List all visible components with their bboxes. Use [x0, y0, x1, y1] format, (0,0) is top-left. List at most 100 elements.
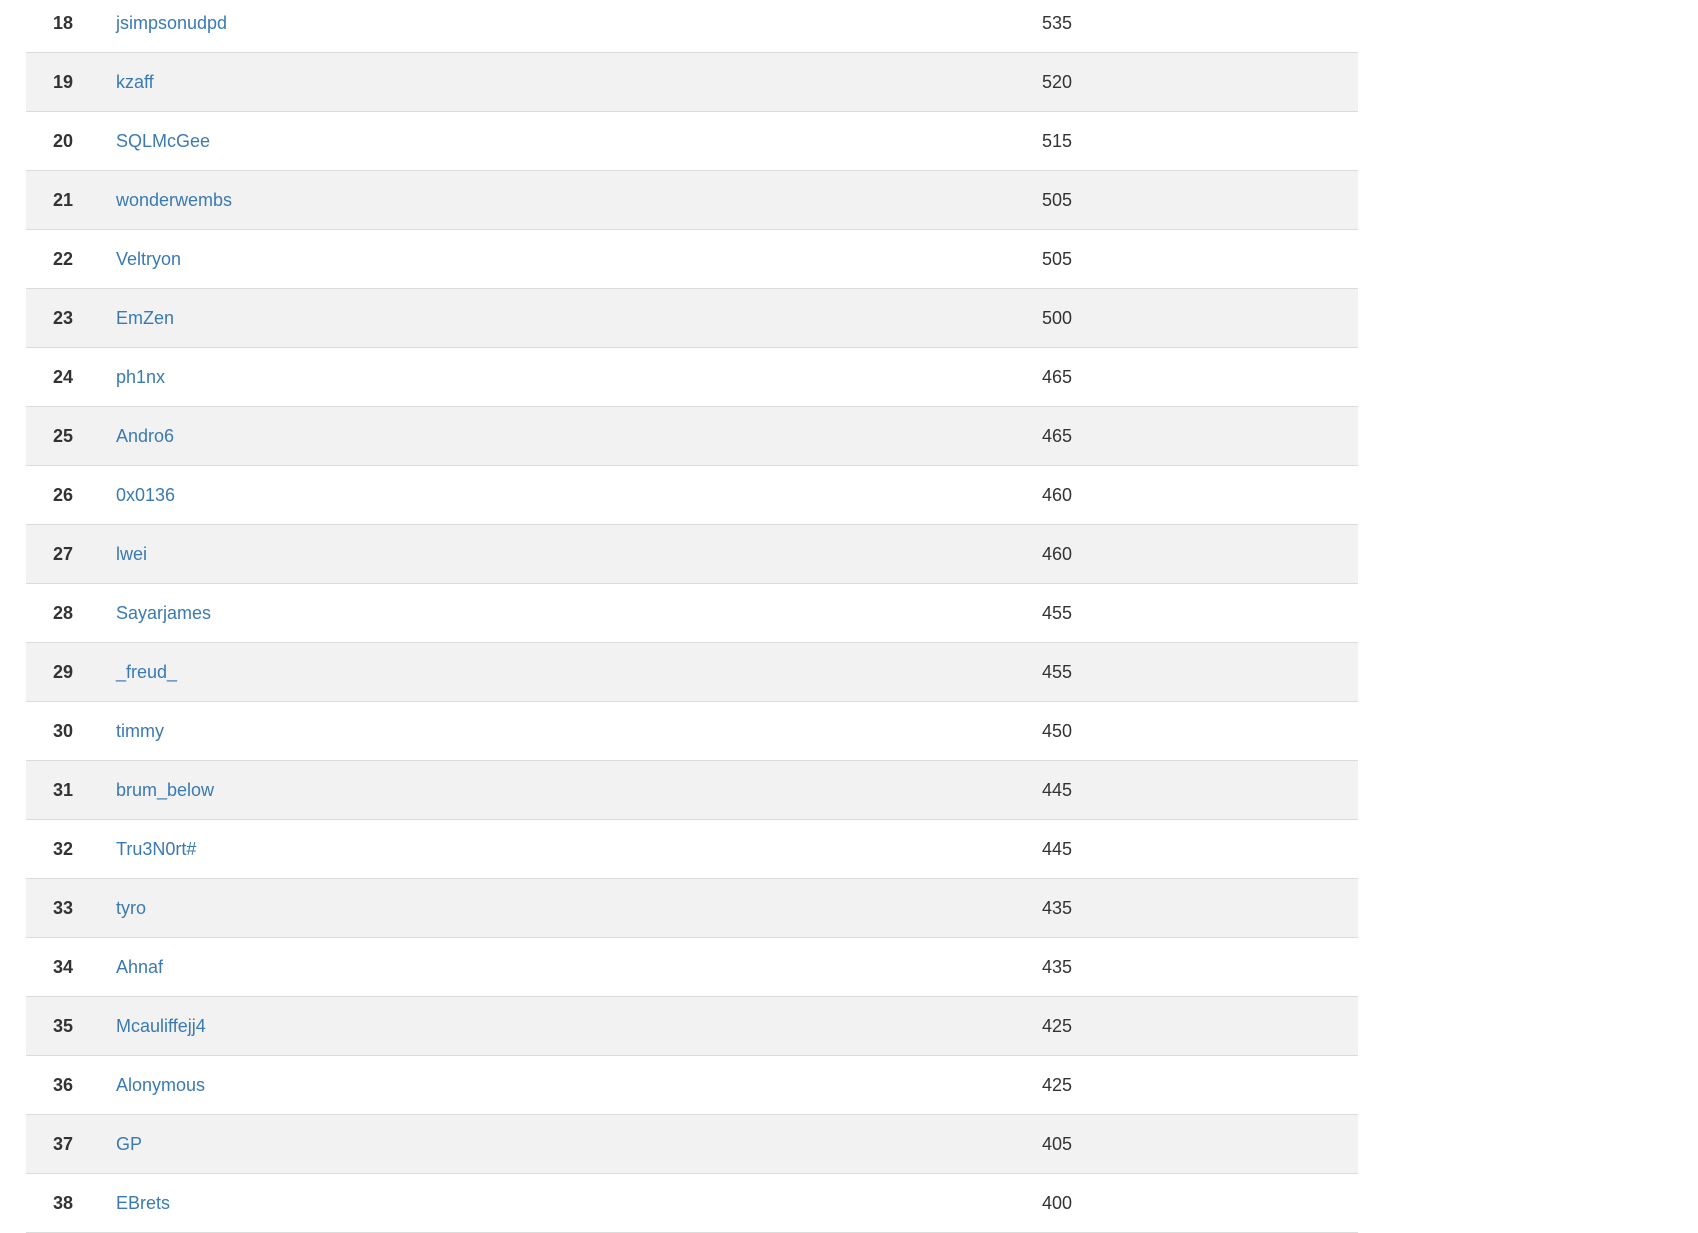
- score-cell: 500: [1042, 307, 1073, 328]
- user-link[interactable]: lwei: [116, 543, 148, 564]
- score-cell: 435: [1042, 897, 1073, 918]
- table-row: 30 timmy 450: [26, 702, 1358, 761]
- rank-cell: 28: [52, 602, 74, 623]
- user-link[interactable]: brum_below: [116, 779, 215, 800]
- table-row: 33 tyro 435: [26, 879, 1358, 938]
- name-cell: kzaff: [100, 72, 1042, 93]
- score-cell: 450: [1042, 720, 1073, 741]
- name-cell: Alonymous: [100, 1075, 1042, 1096]
- scoreboard-table: 18 jsimpsonudpd 535 19 kzaff 520 20 SQLMcG…: [26, 0, 1358, 1233]
- score-cell: 425: [1042, 1074, 1073, 1095]
- table-row: 20 SQLMcGee 515: [26, 112, 1358, 171]
- name-cell: SQLMcGee: [100, 131, 1042, 152]
- user-link[interactable]: EmZen: [116, 307, 175, 328]
- rank-cell: 23: [52, 307, 74, 328]
- name-cell: jsimpsonudpd: [100, 13, 1042, 34]
- rank-cell: 31: [52, 779, 74, 800]
- name-cell: timmy: [100, 721, 1042, 742]
- table-row: 23 EmZen 500: [26, 289, 1358, 348]
- rank-cell: 24: [52, 366, 74, 387]
- table-row: 35 Mcauliffejj4 425: [26, 997, 1358, 1056]
- user-link[interactable]: ph1nx: [116, 366, 166, 387]
- table-row: 26 0x0136 460: [26, 466, 1358, 525]
- user-link[interactable]: Ahnaf: [116, 956, 164, 977]
- name-cell: Andro6: [100, 426, 1042, 447]
- score-cell: 435: [1042, 956, 1073, 977]
- rank-cell: 38: [52, 1192, 74, 1213]
- table-row: 24 ph1nx 465: [26, 348, 1358, 407]
- score-cell: 465: [1042, 425, 1073, 446]
- rank-cell: 22: [52, 248, 74, 269]
- user-link[interactable]: GP: [116, 1133, 143, 1154]
- user-link[interactable]: timmy: [116, 720, 164, 741]
- user-link[interactable]: kzaff: [116, 71, 154, 92]
- table-row: 37 GP 405: [26, 1115, 1358, 1174]
- user-link[interactable]: SQLMcGee: [116, 130, 211, 151]
- user-link[interactable]: Sayarjames: [116, 602, 212, 623]
- name-cell: 0x0136: [100, 485, 1042, 506]
- user-link[interactable]: tyro: [116, 897, 147, 918]
- table-row: 32 Tru3N0rt# 445: [26, 820, 1358, 879]
- user-link[interactable]: Tru3N0rt#: [116, 838, 197, 859]
- name-cell: Ahnaf: [100, 957, 1042, 978]
- score-cell: 535: [1042, 12, 1073, 33]
- user-link[interactable]: EBrets: [116, 1192, 171, 1213]
- name-cell: ph1nx: [100, 367, 1042, 388]
- score-cell: 445: [1042, 779, 1073, 800]
- table-row: 38 EBrets 400: [26, 1174, 1358, 1233]
- score-cell: 455: [1042, 661, 1073, 682]
- score-cell: 445: [1042, 838, 1073, 859]
- name-cell: EmZen: [100, 308, 1042, 329]
- table-row: 27 lwei 460: [26, 525, 1358, 584]
- name-cell: _freud_: [100, 662, 1042, 683]
- table-row: 22 Veltryon 505: [26, 230, 1358, 289]
- name-cell: wonderwembs: [100, 190, 1042, 211]
- name-cell: Veltryon: [100, 249, 1042, 270]
- user-link[interactable]: Andro6: [116, 425, 175, 446]
- user-link[interactable]: jsimpsonudpd: [116, 12, 228, 33]
- name-cell: tyro: [100, 898, 1042, 919]
- user-link[interactable]: _freud_: [116, 661, 178, 682]
- user-link[interactable]: Veltryon: [116, 248, 182, 269]
- table-row: 19 kzaff 520: [26, 53, 1358, 112]
- score-cell: 505: [1042, 189, 1073, 210]
- user-link[interactable]: wonderwembs: [116, 189, 233, 210]
- rank-cell: 36: [52, 1074, 74, 1095]
- table-row: 36 Alonymous 425: [26, 1056, 1358, 1115]
- name-cell: Mcauliffejj4: [100, 1016, 1042, 1037]
- score-cell: 405: [1042, 1133, 1073, 1154]
- score-cell: 515: [1042, 130, 1073, 151]
- score-cell: 425: [1042, 1015, 1073, 1036]
- rank-cell: 32: [52, 838, 74, 859]
- rank-cell: 29: [52, 661, 74, 682]
- user-link[interactable]: Mcauliffejj4: [116, 1015, 206, 1036]
- user-link[interactable]: Alonymous: [116, 1074, 206, 1095]
- rank-cell: 27: [52, 543, 74, 564]
- table-row: 18 jsimpsonudpd 535: [26, 0, 1358, 53]
- score-cell: 465: [1042, 366, 1073, 387]
- table-row: 28 Sayarjames 455: [26, 584, 1358, 643]
- name-cell: Sayarjames: [100, 603, 1042, 624]
- score-cell: 455: [1042, 602, 1073, 623]
- rank-cell: 34: [52, 956, 74, 977]
- name-cell: EBrets: [100, 1193, 1042, 1214]
- score-cell: 460: [1042, 484, 1073, 505]
- name-cell: brum_below: [100, 780, 1042, 801]
- rank-cell: 35: [52, 1015, 74, 1036]
- score-cell: 400: [1042, 1192, 1073, 1213]
- rank-cell: 19: [52, 71, 74, 92]
- table-row: 34 Ahnaf 435: [26, 938, 1358, 997]
- rank-cell: 26: [52, 484, 74, 505]
- score-cell: 460: [1042, 543, 1073, 564]
- table-row: 31 brum_below 445: [26, 761, 1358, 820]
- rank-cell: 20: [52, 130, 74, 151]
- rank-cell: 33: [52, 897, 74, 918]
- user-link[interactable]: 0x0136: [116, 484, 176, 505]
- table-row: 29 _freud_ 455: [26, 643, 1358, 702]
- name-cell: lwei: [100, 544, 1042, 565]
- name-cell: Tru3N0rt#: [100, 839, 1042, 860]
- table-row: 21 wonderwembs 505: [26, 171, 1358, 230]
- rank-cell: 18: [52, 12, 74, 33]
- table-row: 25 Andro6 465: [26, 407, 1358, 466]
- rank-cell: 25: [52, 425, 74, 446]
